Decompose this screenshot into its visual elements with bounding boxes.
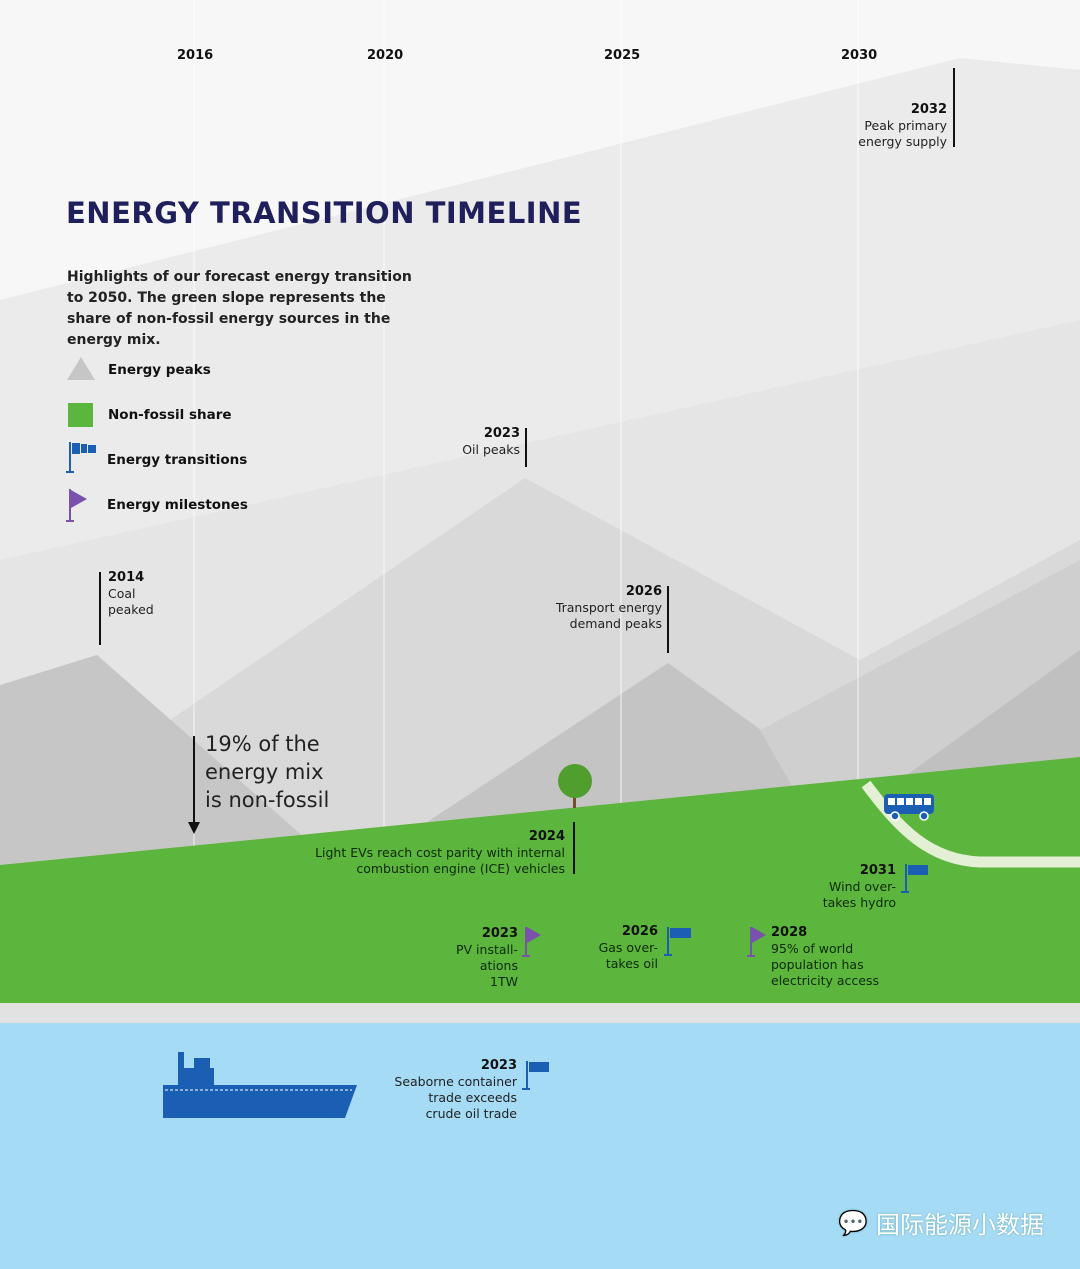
ship-icon [163, 1052, 357, 1118]
event-2023-seaborne: 2023 Seaborne container trade exceeds cru… [394, 1058, 517, 1121]
milestone-flag-icon [66, 489, 87, 522]
tree-icon [558, 764, 592, 808]
legend-milestones: Energy milestones [107, 497, 248, 513]
square-icon [68, 403, 93, 427]
wechat-icon: 💬 [838, 1208, 868, 1237]
transition-flag-icon [664, 927, 691, 956]
triangle-icon [67, 357, 95, 380]
peak-2024: 2024 Light EVs reach cost parity with int… [315, 829, 565, 876]
transition-flag-icon [901, 864, 928, 893]
peak-2023: 2023 Oil peaks [462, 426, 520, 457]
road [861, 780, 1080, 868]
event-2028: 2028 95% of world population has electric… [771, 925, 879, 988]
legend-transitions: Energy transitions [107, 452, 248, 468]
legend-non-fossil: Non-fossil share [108, 407, 232, 423]
legend-energy-peaks: Energy peaks [108, 362, 211, 378]
arrow-down-icon [188, 736, 200, 834]
year-label: 2025 [604, 48, 641, 63]
non-fossil-note: 19% of the energy mix is non-fossil [205, 732, 330, 812]
event-2031: 2031 Wind over-takes hydro [822, 863, 896, 910]
year-label: 2030 [841, 48, 878, 63]
non-fossil-slope [0, 757, 1080, 1003]
transition-flag-icon [522, 1061, 549, 1090]
peak-2032: 2032 Peak primary energy supply [858, 102, 947, 149]
page-title: ENERGY TRANSITION TIMELINE [66, 196, 583, 230]
milestone-flag-icon [747, 927, 766, 957]
event-2023-pv: 2023 PV install-ations 1TW [456, 926, 518, 989]
peak-2026: 2026 Transport energy demand peaks [555, 584, 662, 631]
year-label: 2016 [177, 48, 214, 63]
watermark: 💬 国际能源小数据 [838, 1208, 1044, 1240]
event-2026-gas: 2026 Gas over-takes oil [598, 924, 658, 971]
year-label: 2020 [367, 48, 404, 63]
bus-icon [884, 794, 934, 821]
subtitle: Highlights of our forecast energy transi… [67, 269, 412, 348]
transition-flag-icon [66, 442, 96, 473]
milestone-flag-icon [522, 927, 541, 957]
peak-2014: 2014 Coal peaked [108, 570, 154, 617]
